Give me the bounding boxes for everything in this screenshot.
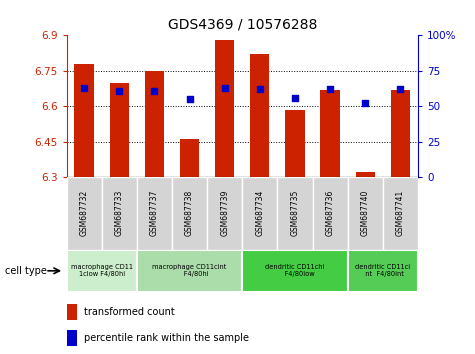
- Text: GSM687740: GSM687740: [361, 190, 370, 236]
- Bar: [66, 330, 77, 346]
- Text: GSM687737: GSM687737: [150, 190, 159, 236]
- Bar: [285, 110, 304, 177]
- Text: dendritic CD11ci
  nt  F4/80int: dendritic CD11ci nt F4/80int: [355, 264, 410, 277]
- Bar: [66, 250, 137, 292]
- Point: [361, 101, 369, 106]
- Bar: [66, 177, 102, 250]
- Bar: [172, 177, 207, 250]
- Bar: [313, 177, 348, 250]
- Bar: [321, 90, 340, 177]
- Bar: [207, 177, 242, 250]
- Bar: [110, 82, 129, 177]
- Bar: [137, 177, 172, 250]
- Point: [186, 96, 193, 102]
- Bar: [348, 177, 383, 250]
- Text: GSM687734: GSM687734: [256, 190, 264, 236]
- Bar: [242, 250, 348, 292]
- Text: GSM687739: GSM687739: [220, 190, 229, 236]
- Text: GSM687741: GSM687741: [396, 190, 405, 236]
- Point: [115, 88, 123, 93]
- Point: [151, 88, 158, 93]
- Title: GDS4369 / 10576288: GDS4369 / 10576288: [168, 17, 317, 32]
- Point: [291, 95, 299, 101]
- Bar: [348, 250, 418, 292]
- Bar: [102, 177, 137, 250]
- Bar: [383, 177, 418, 250]
- Point: [221, 85, 228, 91]
- Bar: [250, 54, 269, 177]
- Bar: [75, 64, 94, 177]
- Bar: [277, 177, 313, 250]
- Bar: [66, 304, 77, 320]
- Point: [326, 86, 334, 92]
- Text: percentile rank within the sample: percentile rank within the sample: [84, 333, 249, 343]
- Text: cell type: cell type: [5, 266, 47, 276]
- Text: transformed count: transformed count: [84, 307, 175, 317]
- Point: [256, 86, 264, 92]
- Bar: [215, 40, 234, 177]
- Text: macrophage CD11
1clow F4/80hi: macrophage CD11 1clow F4/80hi: [71, 264, 133, 277]
- Text: GSM687733: GSM687733: [115, 190, 124, 236]
- Bar: [242, 177, 277, 250]
- Point: [397, 86, 404, 92]
- Bar: [391, 90, 410, 177]
- Text: dendritic CD11chi
    F4/80low: dendritic CD11chi F4/80low: [265, 264, 324, 277]
- Bar: [180, 139, 199, 177]
- Bar: [145, 71, 164, 177]
- Text: GSM687738: GSM687738: [185, 190, 194, 236]
- Bar: [137, 250, 242, 292]
- Bar: [356, 172, 375, 177]
- Point: [80, 85, 88, 91]
- Text: GSM687732: GSM687732: [80, 190, 88, 236]
- Text: GSM687735: GSM687735: [291, 190, 299, 236]
- Text: GSM687736: GSM687736: [326, 190, 334, 236]
- Text: macrophage CD11cint
      F4/80hi: macrophage CD11cint F4/80hi: [152, 264, 227, 277]
